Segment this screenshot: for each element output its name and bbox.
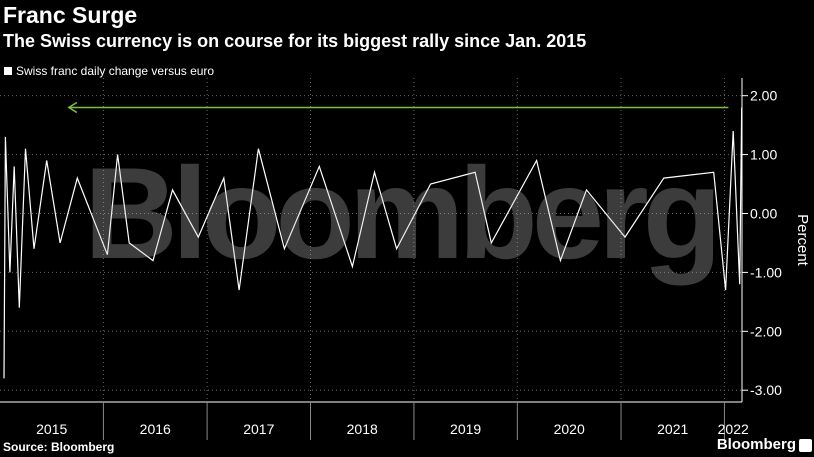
x-tick-label: 2020 [554,421,585,437]
x-tick-label: 2016 [140,421,171,437]
annotation-arrowhead [67,101,78,114]
source-note: Source: Bloomberg [3,440,115,454]
legend-swatch [4,67,12,75]
y-axis-label: Percent [794,214,811,267]
series-line [3,107,743,379]
legend: Swiss franc daily change versus euro [4,64,214,78]
y-tick-label: -3.00 [750,382,782,398]
y-tick-label: 1.00 [750,147,777,163]
x-tick-label: 2019 [450,421,481,437]
x-tick-label: 2022 [718,421,749,437]
bloomberg-logo: Bloomberg [716,436,796,453]
y-tick-label: 0.00 [750,205,777,221]
x-tick-label: 2017 [243,421,274,437]
y-tick-label: -2.00 [750,323,782,339]
x-tick-label: 2018 [347,421,378,437]
bloomberg-badge-icon [799,439,812,452]
y-tick-label: -1.00 [750,264,782,280]
chart-title: Franc Surge [3,2,138,28]
y-tick-label: 2.00 [750,88,777,104]
x-tick-label: 2021 [657,421,688,437]
x-tick-label: 2015 [36,421,67,437]
chart-subtitle: The Swiss currency is on course for its … [3,31,587,51]
legend-label: Swiss franc daily change versus euro [16,64,215,78]
